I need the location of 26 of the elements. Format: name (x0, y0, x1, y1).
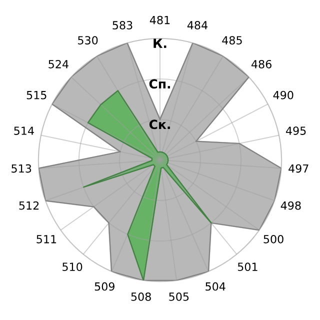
spoke-label: 497 (288, 164, 308, 173)
spoke-label: 583 (112, 21, 132, 30)
spoke-label: 485 (222, 36, 242, 44)
spoke-label: 511 (36, 235, 56, 244)
spoke-label: 504 (206, 282, 226, 291)
spoke-label: 505 (169, 292, 189, 301)
spoke-label: 524 (48, 60, 68, 68)
spoke-label: 530 (78, 36, 98, 44)
spoke-label: 500 (264, 234, 284, 244)
y-tick-label: Ск. (149, 120, 170, 130)
y-tick-label: К. (154, 38, 166, 48)
spoke-label: 515 (26, 91, 46, 100)
spoke-label: 514 (14, 126, 34, 135)
spoke-label: 508 (131, 292, 151, 301)
spoke-label: 498 (280, 201, 301, 210)
spoke-label: 510 (62, 262, 82, 272)
spoke-label: 486 (251, 60, 272, 68)
spoke-label: 481 (150, 16, 170, 24)
spoke-label: 513 (12, 164, 32, 173)
spoke-label: 512 (19, 201, 39, 210)
spoke-label: 495 (286, 126, 306, 135)
spoke-label: 501 (238, 262, 258, 272)
y-tick-label: Сп. (149, 79, 170, 89)
spoke-label: 509 (94, 282, 114, 291)
spoke-label: 490 (273, 90, 294, 100)
spoke-label: 484 (187, 21, 208, 30)
